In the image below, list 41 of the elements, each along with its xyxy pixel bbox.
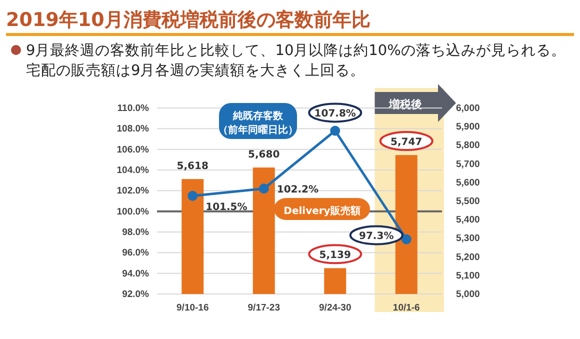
y2-tick-label: 5,600 bbox=[456, 177, 480, 188]
series-label: Delivery販売額 bbox=[284, 205, 360, 217]
y-tick-label: 102.0% bbox=[116, 186, 150, 197]
y2-tick-label: 5,500 bbox=[456, 196, 480, 208]
y-tick-label: 98.0% bbox=[122, 227, 150, 238]
data-label: 102.2% bbox=[276, 184, 319, 196]
point bbox=[330, 126, 340, 136]
point bbox=[258, 184, 269, 194]
point bbox=[401, 234, 412, 244]
y-tick-label: 108.0% bbox=[116, 124, 150, 135]
y2-tick-label: 5,100 bbox=[456, 270, 480, 282]
y-tick-label: 92.0% bbox=[122, 289, 150, 300]
chart-title: 2019年10月消費税増税前後の客数前年比 bbox=[6, 9, 370, 31]
x-tick-label: 9/10-16 bbox=[176, 302, 209, 314]
y2-tick-label: 6,000 bbox=[456, 103, 480, 114]
y-tick-label: 94.0% bbox=[122, 268, 150, 280]
x-tick-label: 10/1-6 bbox=[392, 302, 420, 314]
y-tick-label: 110.0% bbox=[117, 103, 150, 114]
text: 9月最終週の客数前年比と比較して、10月以降は約10%の落ち込みが見られる。宅配の販売額は9月各週の実績額を大きく上回る。 bbox=[26, 42, 566, 79]
y2-tick-label: 5,700 bbox=[456, 158, 480, 170]
data-label: 5,139 bbox=[319, 250, 351, 262]
y2-tick-label: 5,200 bbox=[456, 252, 480, 263]
x-tick-label: 9/17-23 bbox=[248, 302, 280, 314]
data-label: 5,618 bbox=[176, 161, 208, 172]
data-label: 5,680 bbox=[248, 150, 280, 161]
y2-tick-label: 5,300 bbox=[456, 233, 480, 244]
data-label: 5,747 bbox=[390, 137, 422, 148]
y-tick-label: 106.0% bbox=[116, 144, 150, 156]
y2-tick-label: 5,900 bbox=[456, 122, 480, 133]
data-label: 97.3% bbox=[359, 231, 394, 242]
series-label: 純既存客数（前年同曜日比） bbox=[218, 110, 298, 136]
y2-tick-label: 5,400 bbox=[456, 214, 480, 226]
point bbox=[188, 190, 198, 201]
y-tick-label: 104.0% bbox=[116, 165, 150, 176]
y2-tick-label: 5,000 bbox=[456, 289, 480, 300]
data-label: 107.8% bbox=[314, 108, 356, 120]
x-tick-label: 9/24-30 bbox=[319, 302, 352, 314]
data-label: 101.5% bbox=[206, 202, 248, 213]
y2-tick-label: 5,800 bbox=[456, 140, 480, 152]
y-tick-label: 96.0% bbox=[122, 248, 150, 259]
y-tick-label: 100.0% bbox=[116, 206, 150, 218]
